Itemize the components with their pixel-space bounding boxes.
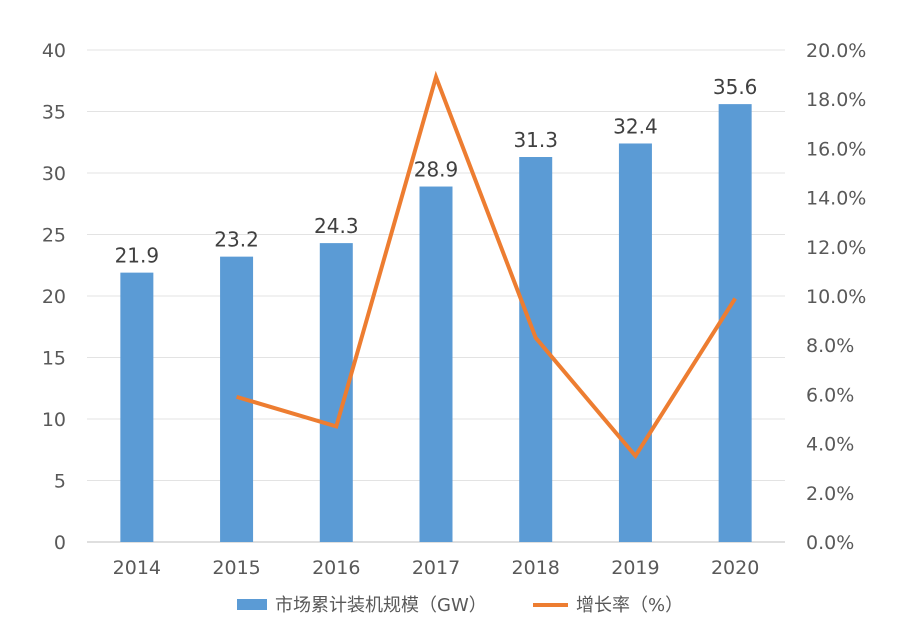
- right-axis-tick-label: 14.0%: [806, 188, 866, 210]
- right-axis-tick-label: 2.0%: [806, 483, 854, 505]
- left-axis-tick-label: 20: [42, 286, 66, 308]
- x-axis-tick-label: 2018: [512, 557, 560, 579]
- bar: [718, 104, 752, 543]
- axes: 0 5 10 15 20 25 30 35 40 0.0% 2.0% 4.0% 6.0% 8.0% 10.0…: [42, 40, 867, 579]
- left-axis-tick-label: 25: [42, 225, 66, 247]
- bar: [419, 186, 453, 542]
- right-axis-tick-label: 18.0%: [806, 89, 866, 111]
- bar-value-label: 21.9: [115, 244, 160, 268]
- legend-swatch-bar: [237, 599, 267, 610]
- data-labels: 21.9 23.2 24.3 28.9 31.3 32.4 35.6: [115, 75, 758, 268]
- bar-value-label: 35.6: [713, 75, 758, 99]
- x-axis-tick-label: 2020: [711, 557, 759, 579]
- bar-value-label: 23.2: [214, 228, 259, 252]
- bar-value-label: 32.4: [613, 114, 658, 138]
- right-axis-tick-label: 8.0%: [806, 335, 854, 357]
- left-axis-tick-label: 10: [42, 409, 66, 431]
- legend-label-bar: 市场累计装机规模（GW）: [275, 595, 487, 616]
- bar: [618, 143, 652, 543]
- legend-label-line: 增长率（%）: [576, 595, 683, 616]
- line-series: [236, 70, 737, 460]
- growth-rate-line: [236, 70, 737, 460]
- x-axis-tick-label: 2015: [212, 557, 260, 579]
- left-axis-tick-label: 40: [42, 40, 66, 62]
- left-axis-tick-label: 5: [54, 471, 66, 493]
- right-axis-tick-label: 20.0%: [806, 40, 866, 62]
- right-axis-tick-label: 6.0%: [806, 384, 854, 406]
- bar: [120, 272, 154, 542]
- left-axis-tick-label: 0: [54, 532, 66, 554]
- left-axis-tick-label: 35: [42, 102, 66, 124]
- x-axis-tick-label: 2014: [113, 557, 161, 579]
- x-axis-tick-label: 2016: [312, 557, 360, 579]
- right-axis-tick-label: 0.0%: [806, 532, 854, 554]
- bar-value-label: 28.9: [414, 158, 459, 182]
- left-axis-tick-label: 30: [42, 163, 66, 185]
- right-axis-tick-label: 10.0%: [806, 286, 866, 308]
- x-axis-tick-label: 2017: [412, 557, 460, 579]
- right-axis-tick-label: 16.0%: [806, 138, 866, 160]
- x-axis-tick-label: 2019: [611, 557, 659, 579]
- legend: 市场累计装机规模（GW） 增长率（%）: [237, 595, 683, 616]
- left-axis-tick-label: 15: [42, 348, 66, 370]
- bar-value-label: 24.3: [314, 214, 359, 238]
- bar-value-label: 31.3: [513, 128, 558, 152]
- right-axis-tick-label: 12.0%: [806, 237, 866, 259]
- right-axis-tick-label: 4.0%: [806, 434, 854, 456]
